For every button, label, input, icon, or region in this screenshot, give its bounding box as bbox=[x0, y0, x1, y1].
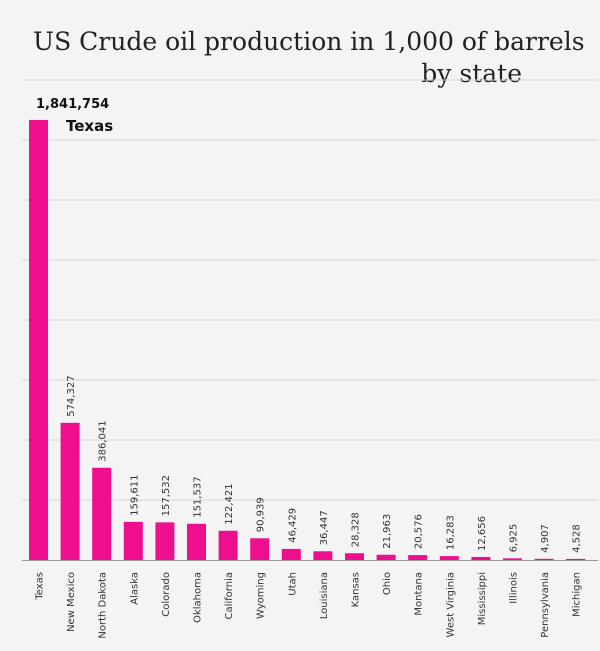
x-tick-label: Pennsylvania bbox=[540, 572, 551, 638]
bar-west-virginia bbox=[439, 556, 459, 560]
bar-mississippi bbox=[471, 556, 491, 560]
data-label: 36,447 bbox=[319, 510, 330, 545]
x-tick-label: Louisiana bbox=[319, 572, 330, 619]
bar-pennsylvania bbox=[534, 558, 554, 560]
x-tick-label: Kansas bbox=[351, 572, 362, 607]
x-tick-label: Illinois bbox=[509, 572, 520, 604]
bar-north-dakota bbox=[92, 467, 112, 560]
bar-ohio bbox=[376, 554, 396, 560]
x-tick-label: Wyoming bbox=[256, 572, 267, 619]
data-label: 1,841,754 bbox=[36, 97, 109, 112]
top-bar-annotation: Texas bbox=[66, 117, 113, 135]
bar-louisiana bbox=[313, 551, 333, 560]
x-tick-label: California bbox=[224, 572, 235, 620]
data-label: 4,907 bbox=[540, 524, 551, 553]
x-tick-label: Ohio bbox=[382, 572, 393, 595]
data-label: 28,328 bbox=[351, 512, 362, 547]
data-label: 159,611 bbox=[129, 475, 140, 516]
data-label: 21,963 bbox=[382, 514, 393, 549]
bar-texas bbox=[29, 120, 48, 560]
x-tick-label: New Mexico bbox=[66, 572, 77, 632]
bar-illinois bbox=[503, 558, 522, 560]
bar-kansas bbox=[345, 553, 364, 560]
bar-michigan bbox=[566, 558, 586, 560]
data-label: 386,041 bbox=[98, 420, 109, 461]
data-label: 122,421 bbox=[224, 483, 235, 524]
bar-montana bbox=[408, 555, 428, 560]
chart-title-line-2: by state bbox=[421, 59, 522, 88]
x-tick-label: Mississippi bbox=[477, 572, 488, 625]
data-label: 151,537 bbox=[193, 476, 204, 517]
bar-oklahoma bbox=[187, 523, 206, 560]
data-label: 20,576 bbox=[414, 514, 425, 549]
x-tick-label: Utah bbox=[287, 572, 298, 596]
data-label: 157,532 bbox=[161, 475, 172, 516]
data-label: 90,939 bbox=[256, 497, 267, 532]
x-tick-label: Oklahoma bbox=[193, 572, 204, 623]
data-label: 6,925 bbox=[509, 524, 520, 553]
data-label: 574,327 bbox=[66, 375, 77, 416]
data-label: 16,283 bbox=[445, 515, 456, 550]
x-tick-label: Montana bbox=[414, 572, 425, 616]
bar-california bbox=[218, 530, 238, 560]
bar-utah bbox=[281, 548, 301, 560]
x-tick-label: Michigan bbox=[572, 572, 583, 617]
data-label: 4,528 bbox=[572, 524, 583, 553]
x-tick-label: Texas bbox=[35, 572, 46, 601]
bar-new-mexico bbox=[60, 422, 80, 560]
x-tick-label: West Virginia bbox=[445, 572, 456, 637]
bar-wyoming bbox=[250, 538, 270, 560]
chart-title-line-1: US Crude oil production in 1,000 of barr… bbox=[33, 27, 585, 56]
data-label: 46,429 bbox=[287, 508, 298, 543]
x-tick-label: Colorado bbox=[161, 572, 172, 617]
bar-colorado bbox=[155, 522, 175, 560]
x-tick-label: North Dakota bbox=[98, 572, 109, 639]
bar-alaska bbox=[123, 521, 143, 560]
data-label: 12,656 bbox=[477, 516, 488, 551]
x-tick-label: Alaska bbox=[129, 572, 140, 605]
